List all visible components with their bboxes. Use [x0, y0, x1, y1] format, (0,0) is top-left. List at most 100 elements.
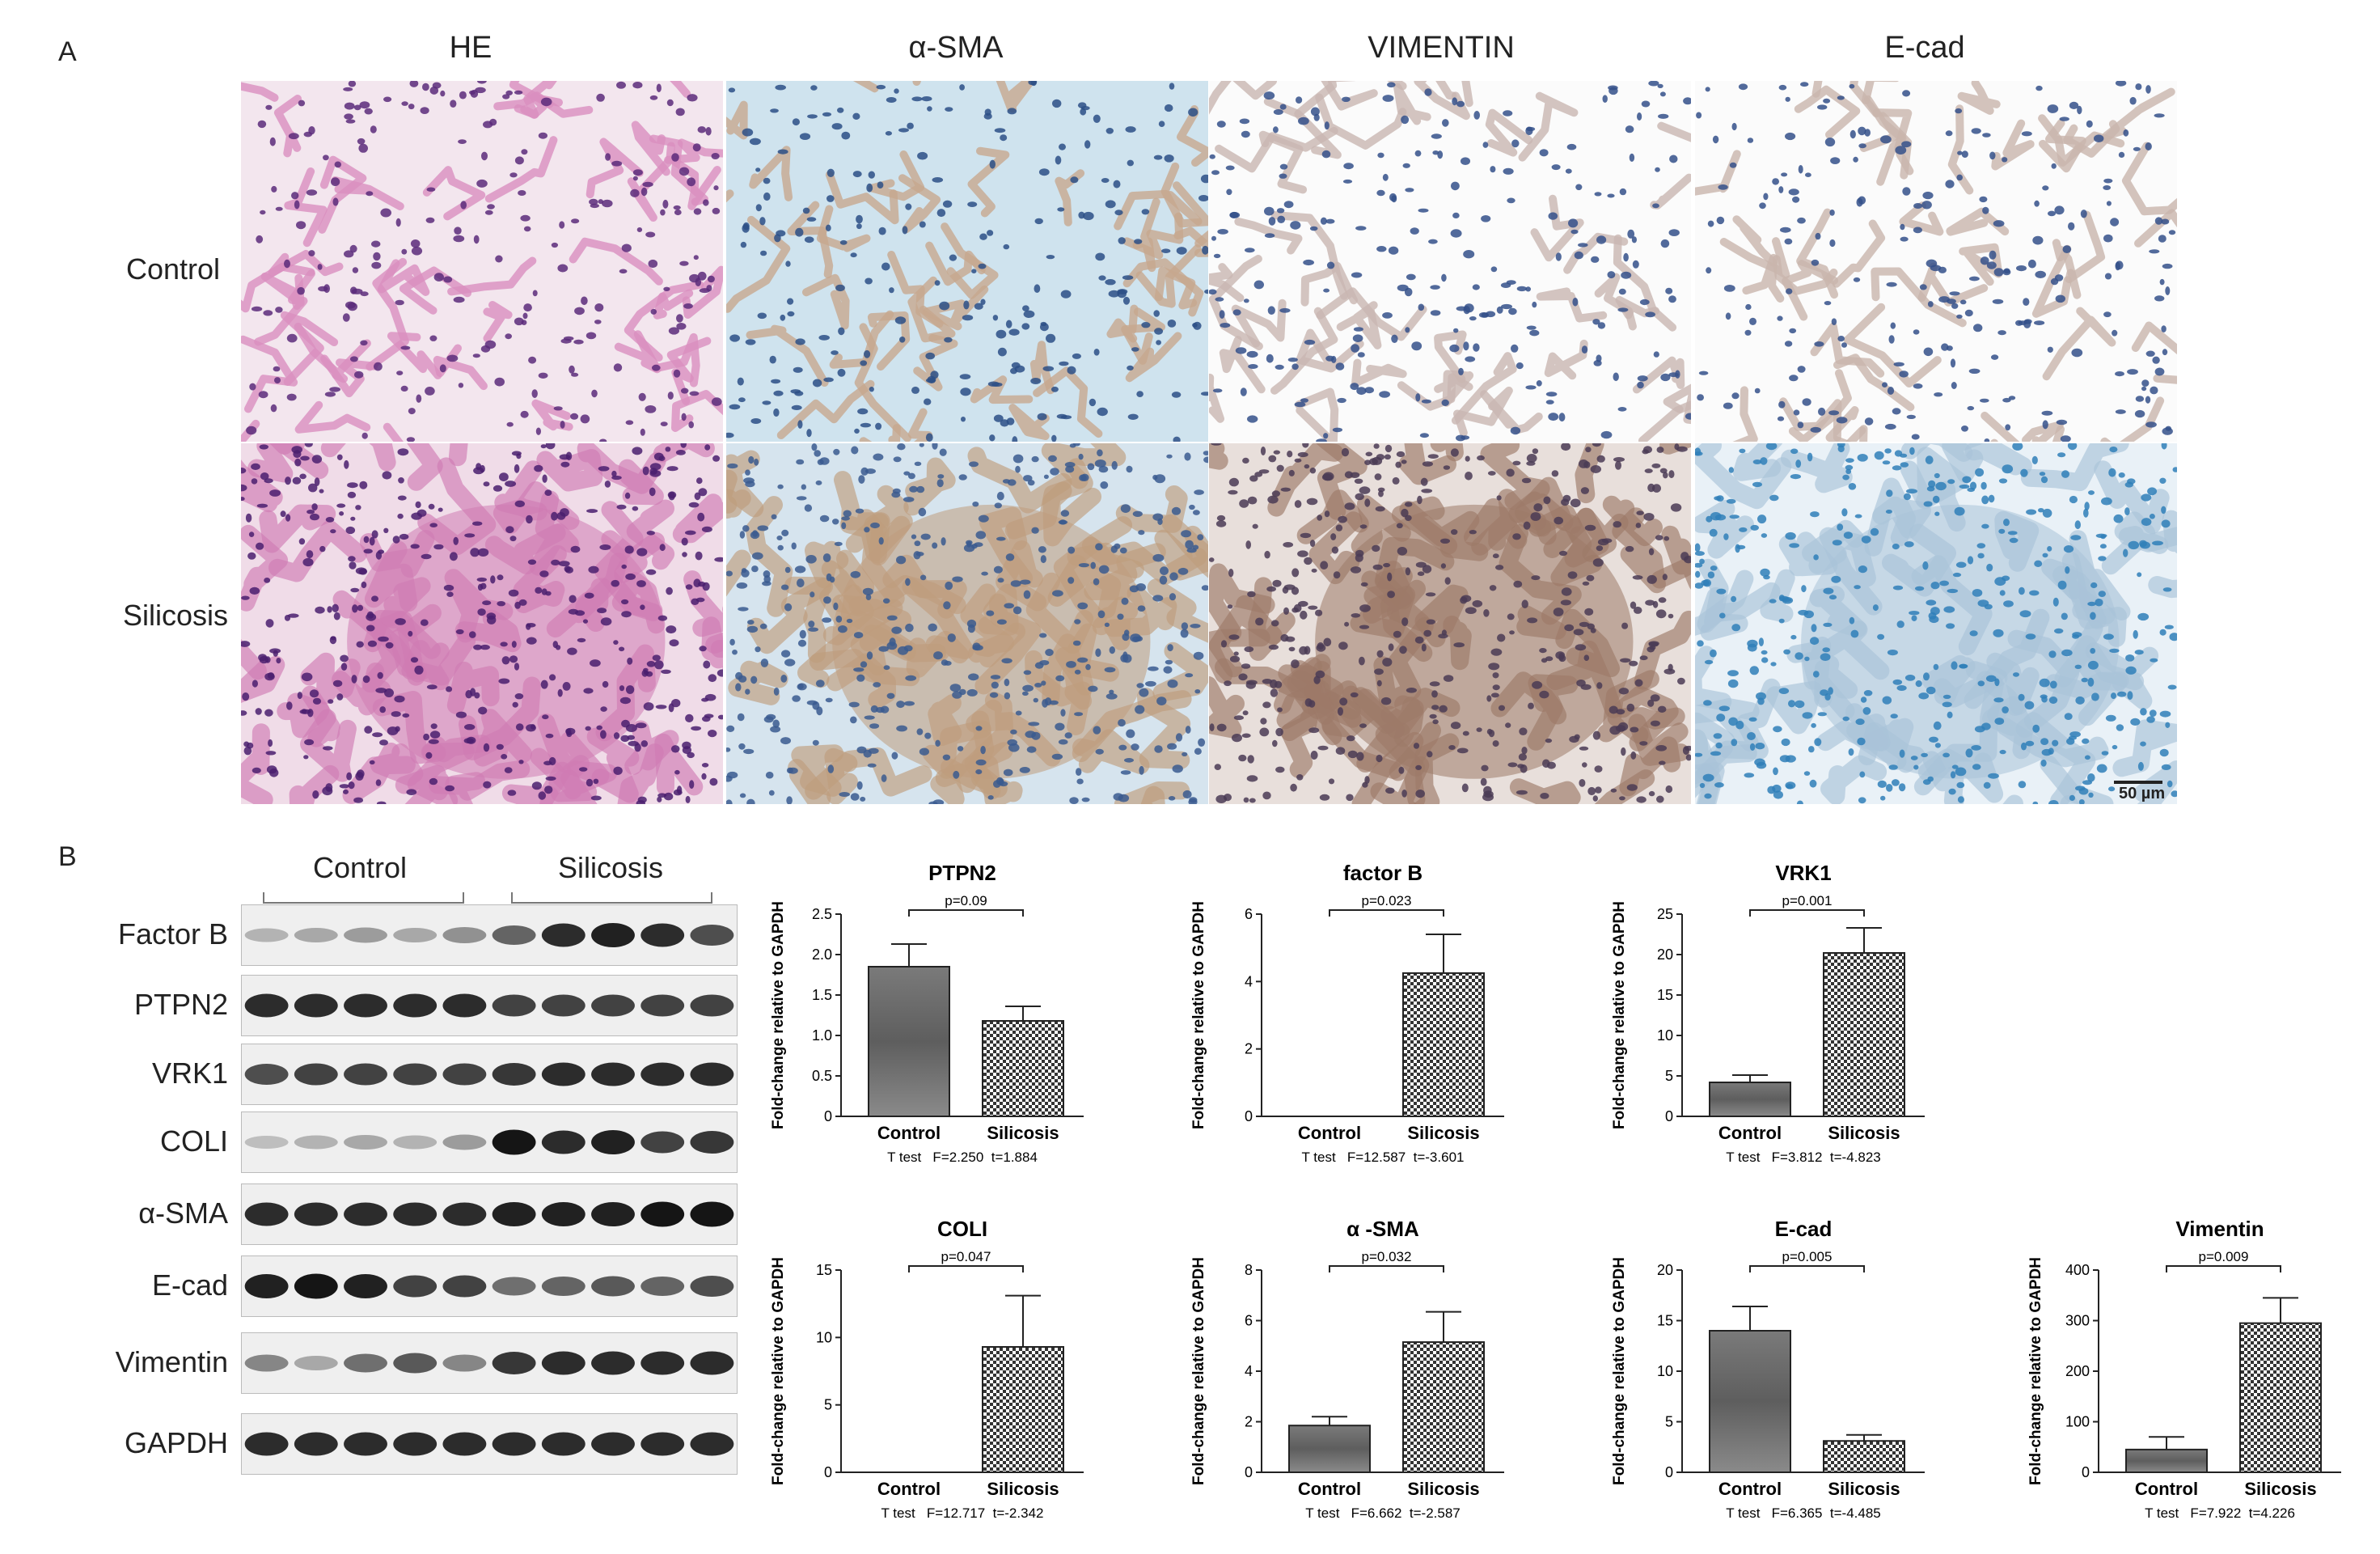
y-tick-label: 400	[2065, 1262, 2090, 1278]
blot-band	[690, 1201, 734, 1227]
blot-band	[244, 1432, 289, 1456]
x-category-label: Control	[1718, 1479, 1782, 1499]
y-tick-label: 0	[1245, 1464, 1253, 1480]
blot-label-coli: COLI	[159, 1124, 228, 1158]
bar-silicosis	[1402, 1341, 1485, 1473]
blot-band	[640, 1277, 685, 1296]
x-category-label: Control	[2135, 1479, 2198, 1499]
blot-band	[294, 993, 338, 1018]
x-category-label: Silicosis	[1828, 1123, 1900, 1143]
blot-band	[244, 993, 289, 1018]
blot-band	[344, 1202, 387, 1226]
blot-band	[591, 923, 635, 947]
bar-control	[1709, 1330, 1791, 1473]
micrograph-control-he	[241, 81, 723, 442]
stats-label: T test F=3.812 t=-4.823	[1726, 1150, 1881, 1165]
blot-band	[294, 1273, 338, 1299]
blot-band	[294, 1063, 338, 1086]
bar-chart-sma: α -SMA Fold-change relative to GAPDH 0 2 4 6 8…	[1181, 1205, 1537, 1529]
blot-band	[591, 994, 635, 1017]
bar-chart-e-cad: E-cad Fold-change relative to GAPDH 0 5 10 15…	[1601, 1205, 1957, 1529]
stats-label: T test F=6.662 t=-2.587	[1305, 1505, 1461, 1521]
blot-band	[344, 1063, 387, 1086]
blot-band	[690, 1062, 734, 1086]
chart-title: E-cad	[1775, 1217, 1833, 1241]
bar-silicosis	[982, 1346, 1064, 1473]
blot-band	[344, 1135, 387, 1150]
blot-band	[442, 1202, 487, 1226]
blot-strip-vimentin	[241, 1332, 738, 1394]
blot-band	[244, 1064, 289, 1085]
micrograph-silicosis-he	[241, 443, 723, 804]
scale-bar	[2114, 781, 2162, 784]
blot-band	[541, 1277, 585, 1296]
micrograph-control-sma	[726, 81, 1208, 442]
y-tick-label: 200	[2065, 1363, 2090, 1379]
bar-control	[1288, 1425, 1371, 1473]
blot-band	[492, 1277, 536, 1296]
scale-bar-label: 50 µm	[2119, 785, 2166, 802]
blot-band	[541, 1351, 585, 1375]
blot-label-ptpn2: PTPN2	[133, 988, 228, 1021]
blot-band	[690, 925, 734, 946]
blot-band	[541, 923, 585, 947]
p-value-label: p=0.005	[1782, 1249, 1833, 1264]
blot-band	[492, 1202, 536, 1226]
blot-band	[591, 1276, 635, 1297]
y-axis-label: Fold-change relative to GAPDH	[1611, 901, 1628, 1129]
blot-band	[442, 1354, 487, 1372]
blot-band	[492, 1063, 536, 1086]
blot-band	[294, 1135, 338, 1150]
x-category-label: Control	[877, 1123, 941, 1143]
y-tick-label: 0	[1665, 1108, 1673, 1124]
blot-band	[393, 1063, 438, 1086]
blot-band	[690, 1432, 734, 1456]
p-value-label: p=0.023	[1362, 893, 1412, 908]
panel-a-letter: A	[58, 36, 77, 67]
p-value-label: p=0.09	[945, 893, 987, 908]
bar-chart-coli: COLI Fold-change relative to GAPDH 0 5 10 15 C…	[760, 1205, 1116, 1529]
blot-strip-factor-b	[241, 904, 738, 966]
blot-band	[492, 1432, 536, 1456]
blot-band	[393, 993, 438, 1018]
bar-control	[868, 966, 950, 1117]
y-tick-label: 15	[1657, 1313, 1673, 1329]
blot-band	[393, 1202, 438, 1226]
y-tick-label: 1.0	[812, 1027, 832, 1044]
blot-strip-e-cad	[241, 1255, 738, 1317]
blot-band	[640, 1062, 685, 1086]
y-tick-label: 20	[1657, 1262, 1673, 1278]
significance-bracket	[908, 909, 1024, 917]
stats-label: T test F=2.250 t=1.884	[887, 1150, 1038, 1165]
column-header-alpha-sma: α-SMA	[908, 31, 1004, 65]
y-tick-label: 25	[1657, 906, 1673, 922]
blot-strip--sma	[241, 1183, 738, 1245]
y-tick-label: 5	[1665, 1068, 1673, 1084]
blot-band	[492, 994, 536, 1017]
stats-label: T test F=6.365 t=-4.485	[1726, 1505, 1881, 1521]
blot-band	[244, 1354, 289, 1372]
blot-band	[244, 1136, 289, 1149]
blot-band	[690, 1351, 734, 1375]
blot-band	[640, 1432, 685, 1456]
y-tick-label: 6	[1245, 906, 1253, 922]
blot-band	[640, 1201, 685, 1227]
blot-band	[393, 1353, 438, 1374]
blot-band	[541, 1130, 585, 1154]
blot-strip-vrk1	[241, 1044, 738, 1105]
blot-band	[442, 1432, 487, 1456]
y-tick-label: 2	[1245, 1414, 1253, 1430]
bar-chart-vimentin: Vimentin Fold-change relative to GAPDH 0 10…	[2018, 1205, 2374, 1529]
blot-strip-ptpn2	[241, 975, 738, 1036]
x-category-label: Control	[1298, 1123, 1361, 1143]
micrograph-silicosis-vimentin	[1209, 443, 1691, 804]
x-category-label: Control	[1718, 1123, 1782, 1143]
blot-label--sma: α-SMA	[138, 1196, 228, 1230]
bar-silicosis	[982, 1020, 1064, 1117]
blot-band	[393, 1432, 438, 1456]
blot-band	[344, 1274, 387, 1298]
x-category-label: Silicosis	[2244, 1479, 2316, 1499]
blot-band	[591, 1062, 635, 1086]
y-tick-label: 4	[1245, 1363, 1253, 1379]
column-header-vimentin: VIMENTIN	[1368, 31, 1515, 65]
